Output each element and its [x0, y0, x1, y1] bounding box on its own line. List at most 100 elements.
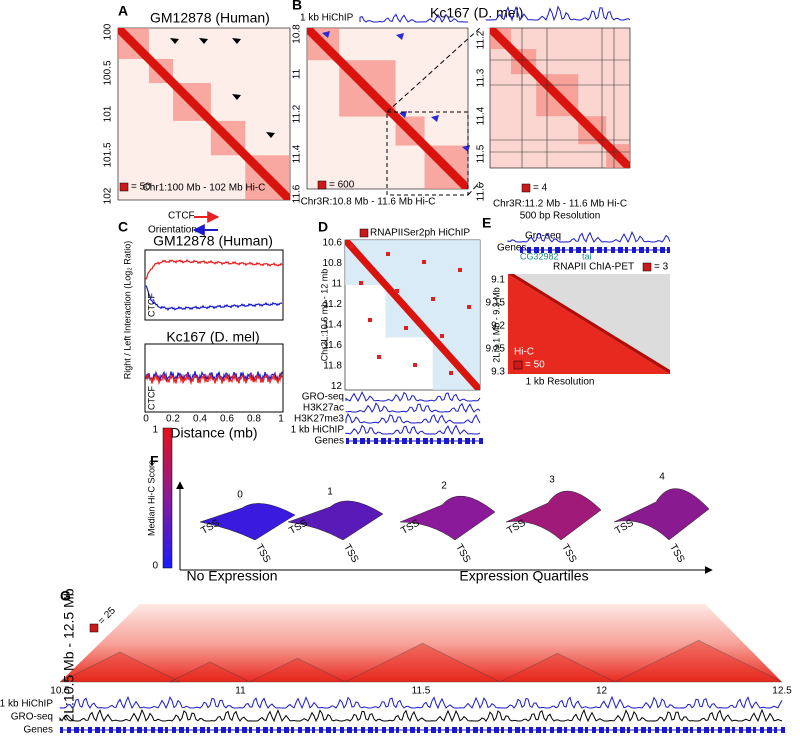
arrowhead: [396, 33, 404, 40]
label: = 50: [131, 182, 151, 193]
shape: [564, 727, 567, 733]
shape: [431, 727, 436, 733]
axis-label: 11.2: [476, 30, 487, 49]
label: Orientation: [148, 225, 197, 236]
shape: [430, 438, 433, 444]
shape: [409, 438, 412, 444]
signal-track: [345, 424, 481, 435]
shape: [541, 247, 544, 253]
shape: [667, 247, 670, 253]
axis-label: 11.5: [476, 144, 487, 163]
tad: [59, 651, 181, 683]
shape: [165, 727, 168, 733]
shape: [466, 727, 470, 733]
hic-triangle: [60, 604, 782, 682]
tick-label: 9.3: [491, 367, 505, 378]
shape: [193, 727, 197, 733]
shape: [520, 247, 523, 253]
shape: [606, 727, 609, 733]
tick-label: 9.15: [486, 298, 506, 309]
surface: [399, 495, 496, 541]
shape: [642, 262, 652, 272]
shape: [381, 438, 386, 444]
shape: [347, 727, 352, 733]
axis-label: 100: [103, 23, 114, 40]
shape: [277, 727, 281, 733]
shape: [395, 289, 399, 293]
surface: [199, 503, 296, 541]
shape: [377, 355, 381, 359]
shape: [422, 260, 426, 264]
shape: [576, 247, 581, 253]
shape: [648, 727, 651, 733]
tad: [169, 661, 251, 683]
label: Hi-C: [514, 347, 534, 358]
shape: [207, 727, 210, 733]
signal-track: [345, 391, 481, 403]
tick-label: 10.8: [323, 258, 343, 269]
arrowhead: [232, 38, 241, 44]
shape: [319, 727, 323, 733]
tick-label: 11.8: [323, 361, 342, 372]
label: = 50: [525, 360, 545, 371]
axis-label: 102: [103, 187, 114, 204]
label: RNAPII ChIA-PET: [553, 262, 634, 273]
shape: [144, 727, 147, 733]
shape: [543, 727, 546, 733]
shape: [317, 180, 327, 190]
shape: [449, 371, 453, 375]
track-label: 1 kb HiChIP: [291, 425, 345, 436]
diagonal: [345, 240, 480, 390]
shape: [639, 247, 644, 253]
shape: [423, 438, 428, 444]
shape: [60, 727, 63, 733]
panel-letter: B: [292, 0, 302, 13]
group-label: 2: [441, 481, 447, 492]
shape: [109, 727, 113, 733]
shape: [333, 727, 336, 733]
tick-label: 0: [152, 561, 158, 572]
tick-label: 11.2: [323, 299, 342, 310]
shape: [660, 247, 665, 253]
shape: [625, 247, 628, 253]
tick-label: 1: [152, 425, 158, 436]
axis-label: 2L:10.5 Mb - 12.5 Mb: [61, 588, 77, 721]
tick-label: 10.5: [50, 686, 70, 697]
axis-label: 11.3: [476, 68, 487, 87]
shape: [89, 623, 99, 633]
shape: [472, 438, 475, 444]
diagonal: [508, 274, 670, 374]
shape: [403, 727, 407, 733]
label: = 25: [96, 605, 118, 627]
shape: [242, 727, 247, 733]
title: GM12878 (Human): [153, 233, 273, 249]
shape: [438, 727, 441, 733]
tss-label: TSS: [453, 542, 472, 565]
shape: [396, 727, 399, 733]
shape: [590, 247, 594, 253]
track-label: Gro-seq: [525, 231, 561, 242]
shape: [186, 727, 189, 733]
label: 500 bp Resolution: [520, 211, 601, 222]
surface: [287, 500, 384, 541]
shape: [137, 727, 142, 733]
shape: [354, 727, 357, 733]
ratio-curve: [145, 285, 283, 311]
shape: [214, 727, 218, 733]
track-label: Genes: [497, 243, 526, 254]
signal-track: [59, 695, 783, 710]
shape: [458, 438, 462, 444]
axis-label: 11.2: [292, 104, 303, 123]
tad: [344, 642, 501, 683]
shape: [704, 727, 709, 733]
title: Kc167 (D. mel): [166, 329, 259, 345]
diagonal: [118, 28, 290, 200]
shape: [641, 727, 646, 733]
shape: [256, 727, 260, 733]
shape: [235, 727, 239, 733]
track-label: 1 kb HiChIP: [0, 699, 53, 710]
group-label: 4: [659, 472, 665, 483]
tick-label: 0.6: [220, 414, 234, 425]
tick-label: 9.2: [491, 321, 505, 332]
shape: [382, 727, 386, 733]
